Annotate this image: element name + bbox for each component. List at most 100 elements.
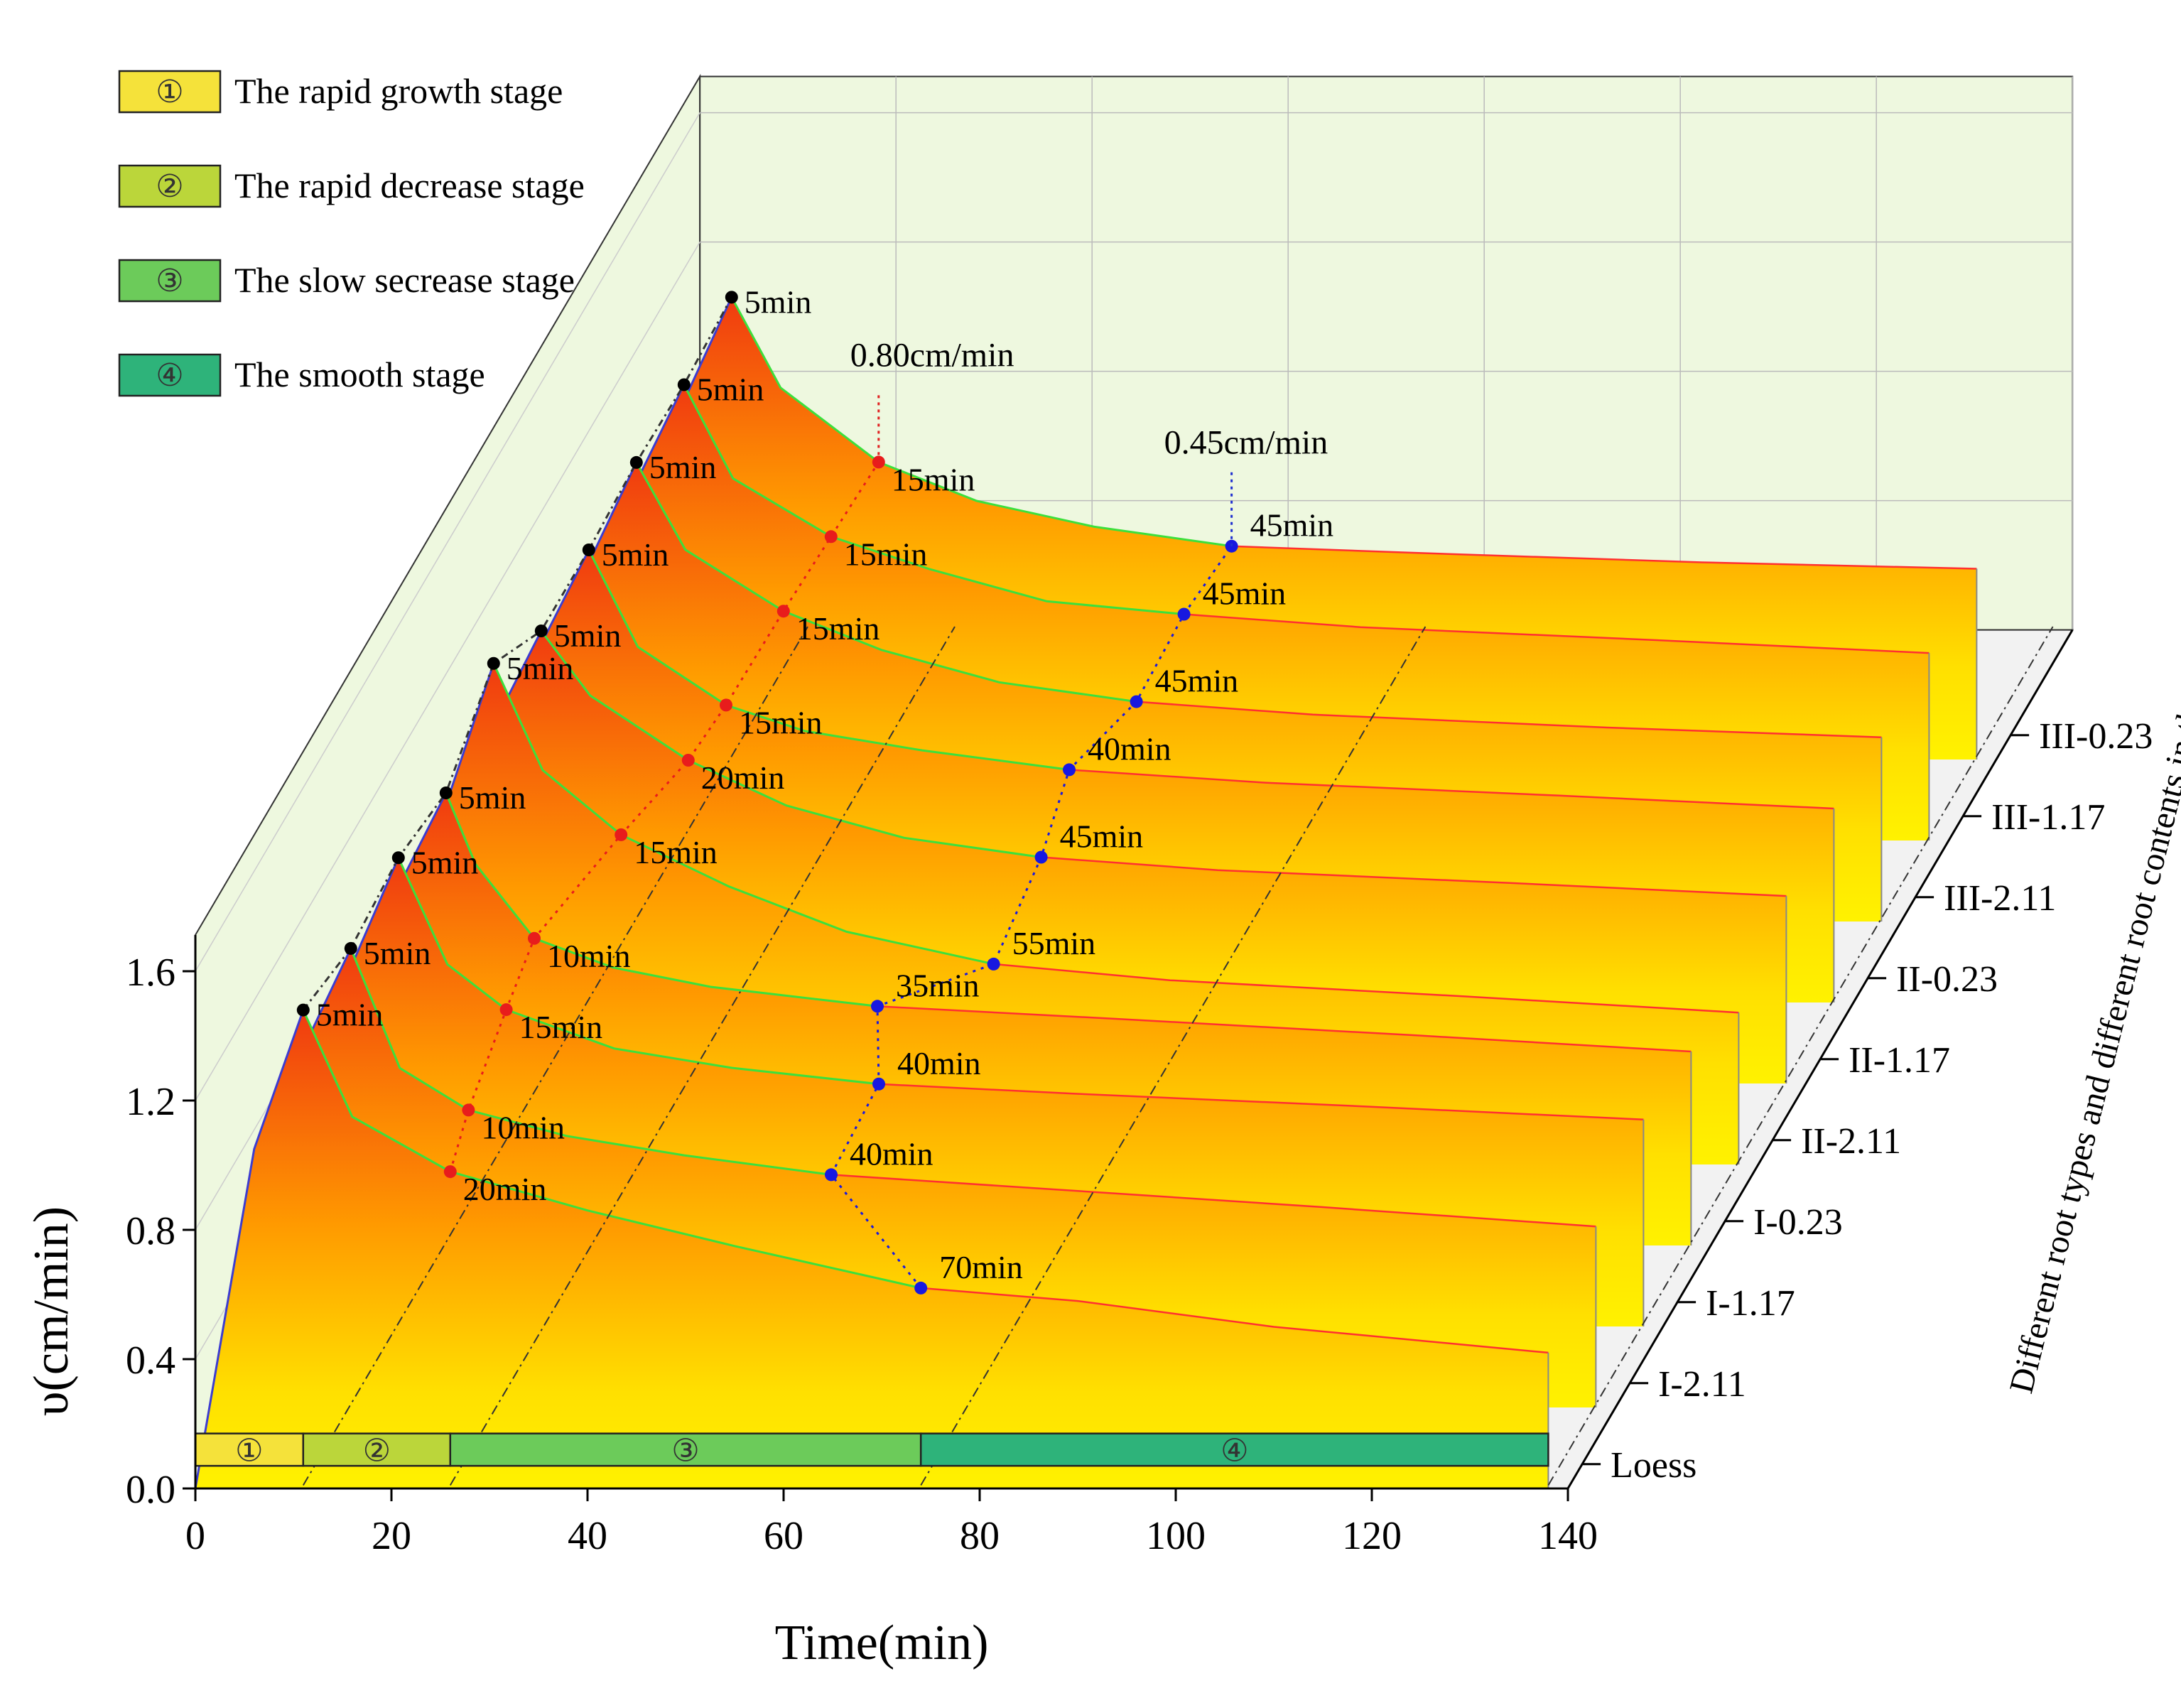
turn2-label: 45min xyxy=(1203,575,1287,612)
turn1-label: 10min xyxy=(481,1109,565,1145)
x-tick-label: 80 xyxy=(960,1514,1000,1558)
turn1-label: 10min xyxy=(547,938,631,974)
legend-mark: ② xyxy=(156,169,183,204)
turn2-label: 45min xyxy=(1250,507,1334,544)
turn2-point xyxy=(1177,607,1191,621)
stage-boundary-line xyxy=(302,626,808,1486)
peak-point xyxy=(344,941,357,955)
turn2-point xyxy=(871,1000,884,1013)
x-tick-label: 140 xyxy=(1538,1514,1598,1558)
turn2-label: 55min xyxy=(1012,925,1096,961)
turn1-point xyxy=(443,1165,457,1179)
turn2-point xyxy=(987,957,1000,971)
peak-label: 5min xyxy=(459,779,526,816)
ridge-edge-decline xyxy=(540,630,1041,858)
z-tick-label: II-0.23 xyxy=(1896,959,1998,1000)
trend-lines: 5min 20min 70min 5min 10min 40min 5min 15min 40m… xyxy=(296,283,2054,1486)
x-tick-label: 100 xyxy=(1146,1514,1206,1558)
turn2-label: 35min xyxy=(896,967,980,1003)
peak-label: 5min xyxy=(316,997,384,1033)
y-tick-label: 1.2 xyxy=(126,1080,175,1124)
ridge-edge-tail xyxy=(993,963,1739,1014)
ridge-edge-decline xyxy=(445,792,878,1007)
ridge-edge-tail xyxy=(1136,701,1882,738)
ridge-edge-tail xyxy=(878,1083,1644,1121)
stage-segment xyxy=(302,1432,452,1467)
x-tick-label: 120 xyxy=(1342,1514,1402,1558)
stage-boundary-line xyxy=(920,626,1427,1486)
y-axis-title: υ(cm/min) xyxy=(24,1206,79,1416)
peak-point xyxy=(725,291,738,304)
turn2-label: 45min xyxy=(1155,663,1239,699)
turn1-point xyxy=(720,698,732,712)
annotation-red: 0.80cm/min xyxy=(850,336,1014,374)
turn2-label: 70min xyxy=(939,1249,1023,1285)
turn2-point xyxy=(872,1077,885,1091)
turn1-point xyxy=(528,931,541,945)
turn1-point xyxy=(776,605,790,618)
turn2-label: 40min xyxy=(1088,730,1171,767)
turn2-point xyxy=(1034,850,1048,864)
legend-label: The smooth stage xyxy=(234,355,485,394)
z-tick-label: III-1.17 xyxy=(1991,797,2105,838)
z-tick-label: III-2.11 xyxy=(1944,878,2056,919)
peak-point xyxy=(391,851,405,865)
ridge-edge-tail xyxy=(877,1005,1692,1053)
turn1-label: 15min xyxy=(844,536,928,572)
peak-label: 5min xyxy=(649,449,717,485)
stage-mark: ① xyxy=(235,1433,263,1468)
y-tick-label: 0.0 xyxy=(126,1468,175,1512)
stage-bar: ① ② ③ ④ xyxy=(194,1432,1549,1468)
turn1-label: 20min xyxy=(701,760,785,796)
ridge-area xyxy=(195,1010,1549,1488)
x-tick-label: 60 xyxy=(764,1514,803,1558)
ridge-edge-decline xyxy=(350,948,832,1176)
turn1-label: 15min xyxy=(739,704,823,740)
turn1-point xyxy=(824,530,838,544)
peak-point xyxy=(487,656,500,670)
ridge-edge-tail xyxy=(830,1174,1596,1228)
turn2-point xyxy=(914,1281,928,1294)
turn2-point xyxy=(825,1168,838,1182)
legend-swatch xyxy=(118,164,222,208)
turn1-point xyxy=(499,1003,513,1017)
ridge-edge-rise xyxy=(194,1010,305,1489)
peak-point xyxy=(439,787,453,799)
turn2-point xyxy=(1130,695,1143,708)
ridge-edge-tail xyxy=(1068,769,1834,810)
legend-mark: ③ xyxy=(156,264,183,298)
legend-swatch xyxy=(118,70,222,114)
legend-label: The rapid growth stage xyxy=(234,71,563,111)
legend: ① The rapid growth stage ② The rapid decrea… xyxy=(118,70,585,397)
ridge-edge-decline xyxy=(635,462,1137,703)
ridge-series xyxy=(194,296,1978,1489)
stage-boundary-line xyxy=(1547,626,2054,1486)
turn1-point xyxy=(681,754,695,767)
peak-point xyxy=(677,378,691,391)
y-tick-label: 0.8 xyxy=(126,1209,175,1253)
turn1-label: 15min xyxy=(796,610,880,647)
peak-label: 5min xyxy=(697,371,764,407)
peak-point xyxy=(534,625,548,637)
ridge-edge-decline xyxy=(302,1009,921,1290)
turn2-label: 45min xyxy=(1060,818,1144,855)
x-tick-label: 40 xyxy=(568,1514,607,1558)
z-tick-label: III-0.23 xyxy=(2039,716,2153,757)
x-axis-title: Time(min) xyxy=(775,1616,989,1670)
stage-segment xyxy=(449,1432,922,1467)
legend-label: The rapid decrease stage xyxy=(234,166,585,205)
ridge-edge-decline xyxy=(730,296,1232,548)
stage-mark: ③ xyxy=(671,1433,699,1468)
legend-label: The slow secrease stage xyxy=(234,260,575,300)
left-grid-line xyxy=(195,112,700,972)
x-tick-label: 20 xyxy=(372,1514,411,1558)
left-grid-line xyxy=(195,242,700,1101)
turn1-label: 15min xyxy=(519,1009,603,1045)
turn1-label: 15min xyxy=(634,834,718,870)
turn2-point xyxy=(1063,763,1076,777)
legend-swatch xyxy=(118,259,222,303)
stage-boundary-line xyxy=(449,626,956,1486)
stage-segment xyxy=(919,1432,1549,1467)
ridge-edge-tail xyxy=(1184,613,1930,654)
